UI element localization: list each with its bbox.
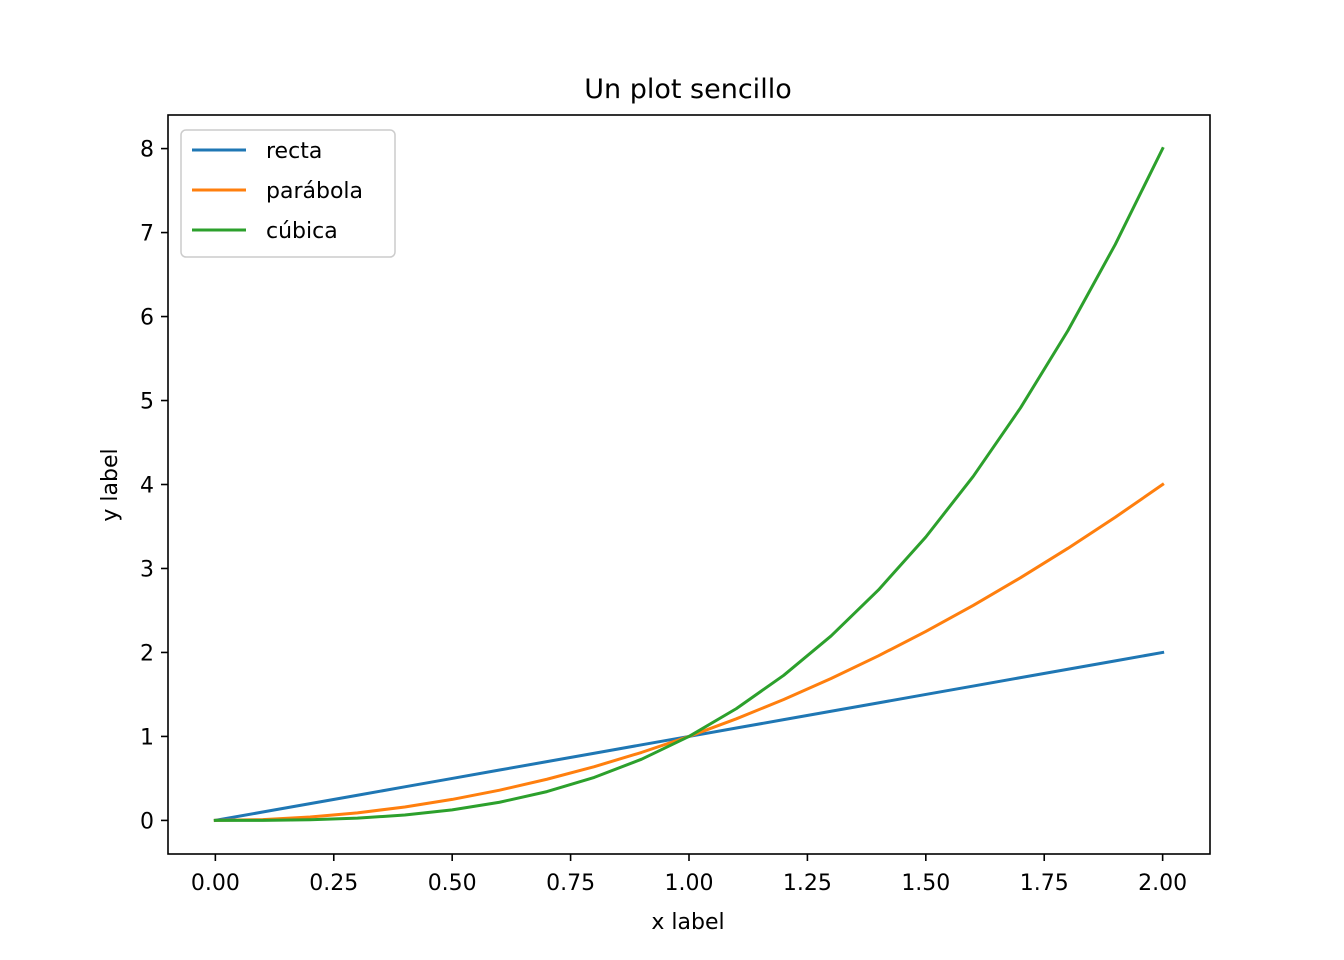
y-tick-label: 1 bbox=[140, 725, 154, 750]
y-tick-label: 8 bbox=[140, 138, 154, 163]
y-tick-label: 3 bbox=[140, 557, 154, 582]
legend-label-1: recta bbox=[266, 139, 322, 164]
x-tick-label: 1.75 bbox=[1020, 871, 1069, 896]
x-tick-label: 2.00 bbox=[1138, 871, 1187, 896]
y-tick-label: 2 bbox=[140, 641, 154, 666]
y-tick-label: 5 bbox=[140, 390, 154, 415]
series-line-3 bbox=[213, 146, 1165, 822]
x-axis-label: x label bbox=[651, 910, 724, 935]
x-tick-label: 1.50 bbox=[901, 871, 950, 896]
legend-box bbox=[180, 129, 396, 258]
y-tick-label: 6 bbox=[140, 306, 154, 331]
x-tick-label: 1.25 bbox=[783, 871, 832, 896]
x-tick-label: 0.75 bbox=[546, 871, 595, 896]
series-layer bbox=[213, 146, 1165, 823]
legend-items: recta parábola cúbica bbox=[192, 139, 363, 244]
y-tick-label: 4 bbox=[140, 474, 154, 499]
x-axis-ticks: 0.00 0.25 0.50 0.75 1.00 1.25 1.50 1.75 2.00 bbox=[191, 854, 1187, 896]
y-tick-label: 7 bbox=[140, 222, 154, 247]
legend-label-2: parábola bbox=[266, 179, 363, 204]
y-tick-label: 0 bbox=[140, 809, 154, 834]
y-axis-ticks: 0 1 2 3 4 5 6 7 8 bbox=[140, 138, 168, 834]
x-tick-label: 0.25 bbox=[309, 871, 358, 896]
chart-title: Un plot sencillo bbox=[584, 74, 791, 105]
x-tick-label: 1.00 bbox=[665, 871, 714, 896]
x-tick-label: 0.00 bbox=[191, 871, 240, 896]
x-tick-label: 0.50 bbox=[428, 871, 477, 896]
legend-label-3: cúbica bbox=[266, 219, 338, 244]
y-axis-label: y label bbox=[98, 448, 123, 521]
legend: recta parábola cúbica bbox=[180, 129, 396, 258]
